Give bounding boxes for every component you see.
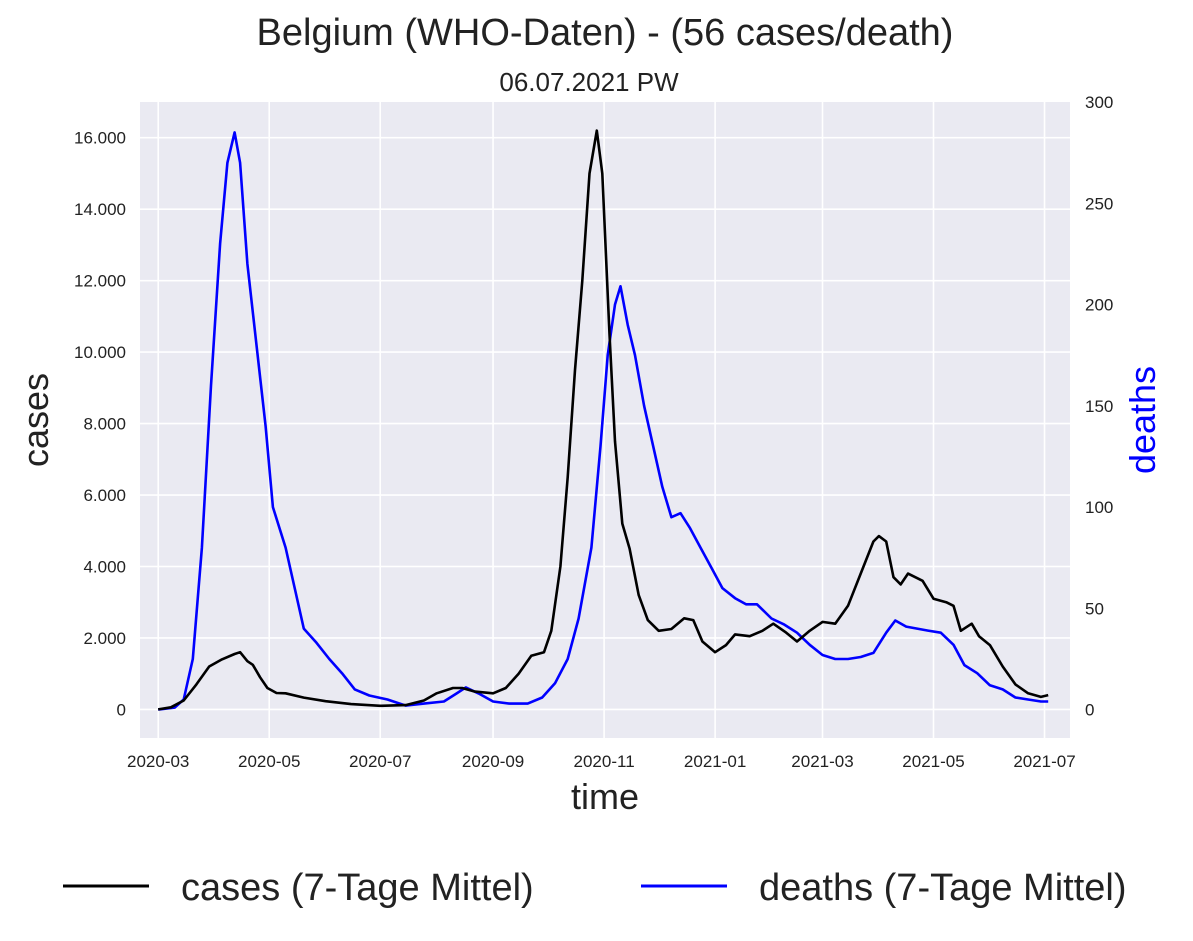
y-axis-label-right: deaths — [1122, 366, 1163, 474]
left-tick-label: 2.000 — [83, 629, 126, 648]
left-axis-ticks: 0 2.000 4.000 6.000 8.000 10.000 12.000 14.000 1… — [74, 129, 126, 720]
right-tick-label: 200 — [1085, 296, 1113, 315]
right-tick-label: 50 — [1085, 599, 1104, 618]
x-tick-label: 2021-07 — [1013, 752, 1075, 771]
left-tick-label: 8.000 — [83, 415, 126, 434]
cases-series-line — [157, 129, 1049, 711]
x-tick-label: 2020-07 — [349, 752, 411, 771]
right-tick-label: 250 — [1085, 194, 1113, 213]
left-tick-label: 16.000 — [74, 129, 126, 148]
x-tick-label: 2020-11 — [574, 752, 635, 771]
chart-title: Belgium (WHO-Daten) - (56 cases/death) — [257, 12, 954, 54]
left-tick-label: 6.000 — [83, 486, 126, 505]
x-tick-label: 2021-05 — [902, 752, 964, 771]
left-tick-label: 12.000 — [74, 272, 126, 291]
right-tick-label: 0 — [1085, 701, 1094, 720]
right-tick-label: 150 — [1085, 397, 1113, 416]
grid — [140, 102, 1070, 738]
legend-label-deaths: deaths (7-Tage Mittel) — [759, 867, 1127, 909]
chart-subtitle: 06.07.2021 PW — [499, 67, 679, 97]
y-axis-label-left: cases — [15, 373, 56, 467]
plot-area — [140, 102, 1070, 738]
series-layer — [157, 129, 1049, 711]
right-tick-label: 100 — [1085, 498, 1113, 517]
left-tick-label: 14.000 — [74, 200, 126, 219]
right-tick-label: 300 — [1085, 93, 1113, 112]
left-tick-label: 4.000 — [83, 557, 126, 576]
deaths-series-line — [158, 131, 1049, 711]
right-axis-ticks: 0 50 100 150 200 250 300 — [1085, 93, 1113, 720]
left-tick-label: 0 — [117, 700, 126, 719]
x-tick-label: 2021-01 — [684, 752, 746, 771]
x-tick-label: 2020-03 — [127, 752, 189, 771]
legend: cases (7-Tage Mittel) deaths (7-Tage Mit… — [63, 867, 1127, 909]
x-axis-ticks: 2020-03 2020-05 2020-07 2020-09 2020-11 2021-… — [127, 752, 1076, 771]
x-tick-label: 2020-09 — [462, 752, 524, 771]
x-tick-label: 2021-03 — [791, 752, 853, 771]
x-tick-label: 2020-05 — [238, 752, 300, 771]
x-axis-label: time — [571, 776, 639, 817]
left-tick-label: 10.000 — [74, 343, 126, 362]
legend-label-cases: cases (7-Tage Mittel) — [181, 867, 534, 909]
